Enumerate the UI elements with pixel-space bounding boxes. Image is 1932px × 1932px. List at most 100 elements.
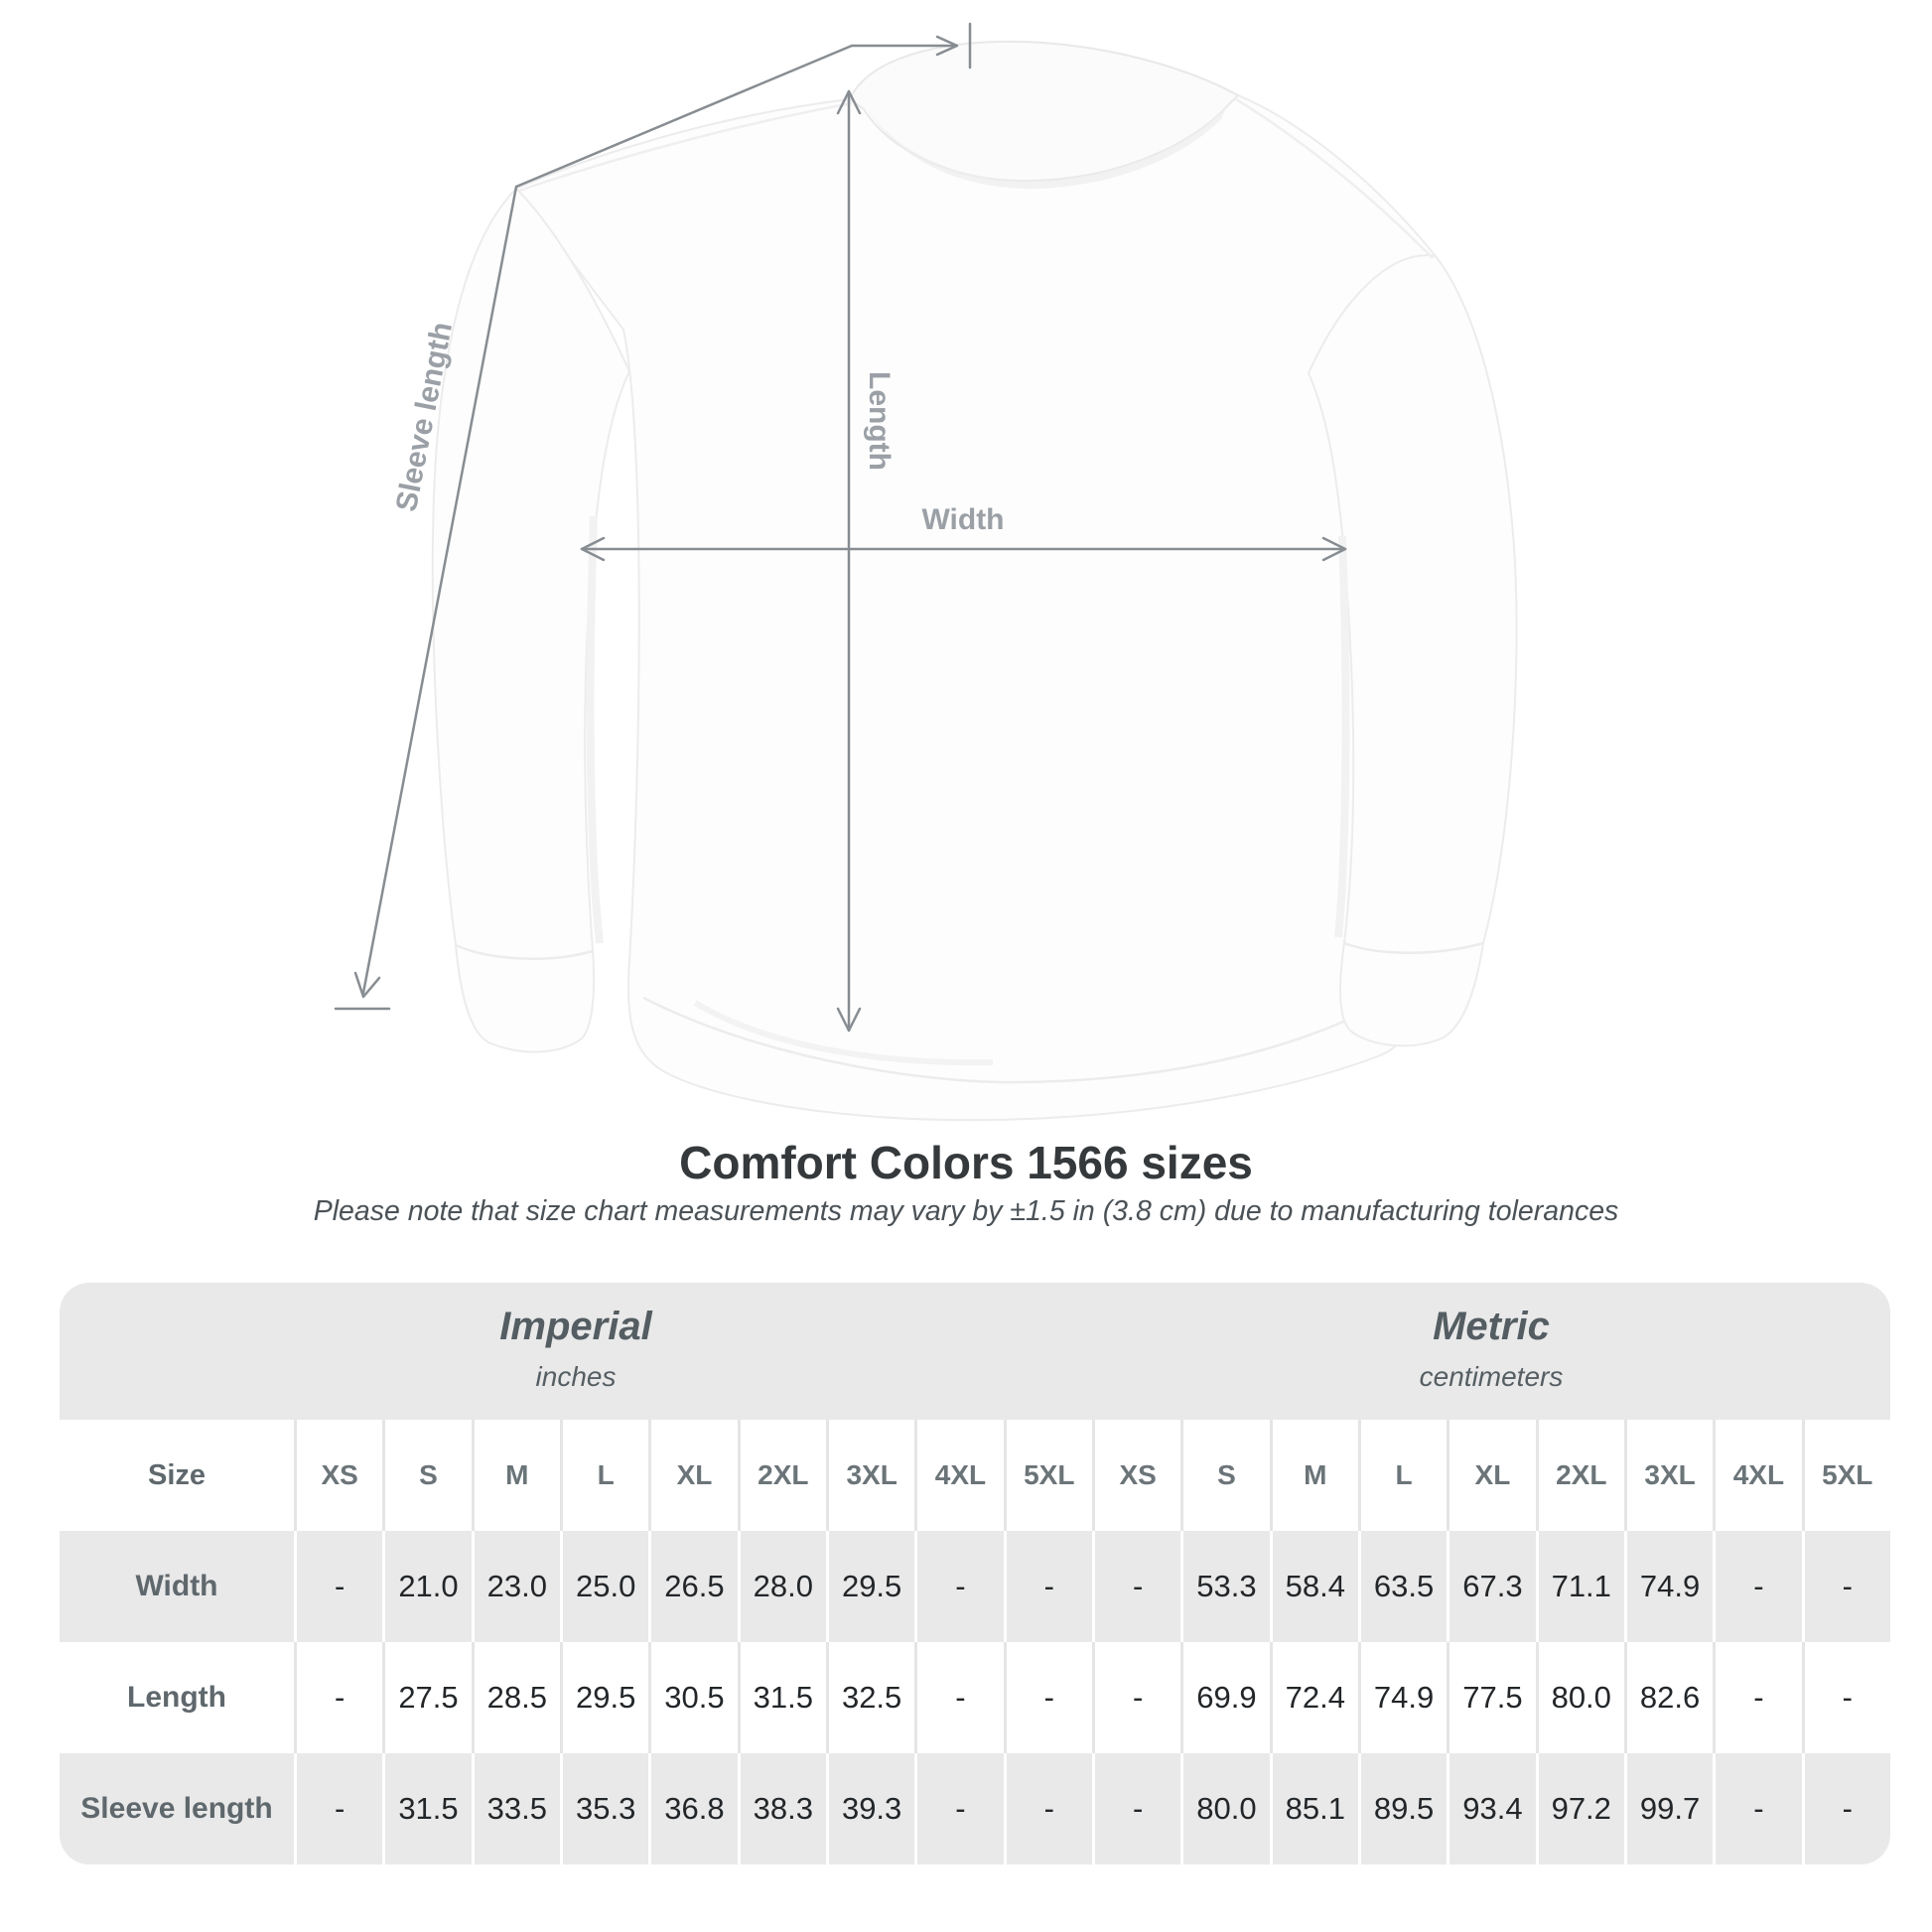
measurement-value: 99.7 — [1623, 1753, 1713, 1864]
imperial-label: Imperial — [499, 1305, 652, 1348]
size-col-header: L — [559, 1420, 648, 1531]
unit-header-band: Imperial inches Metric centimeters — [60, 1283, 1890, 1420]
measurement-value: - — [294, 1642, 382, 1753]
measurement-value: 80.0 — [1535, 1642, 1624, 1753]
size-col-header: 3XL — [825, 1420, 914, 1531]
size-col-header: XL — [1447, 1420, 1535, 1531]
metric-header: Metric centimeters — [1092, 1283, 1890, 1420]
measurement-value: - — [1091, 1642, 1180, 1753]
measurement-value: 67.3 — [1447, 1531, 1535, 1642]
measurement-value: - — [294, 1753, 382, 1864]
measurement-value: 89.5 — [1357, 1753, 1447, 1864]
size-col-header: S — [1180, 1420, 1269, 1531]
measurement-value: 32.5 — [825, 1642, 914, 1753]
left-sleeve — [431, 187, 631, 1053]
measurement-value: - — [1801, 1753, 1890, 1864]
measurement-value: 63.5 — [1357, 1531, 1447, 1642]
row-label: Length — [127, 1681, 226, 1714]
size-col-header: M — [471, 1420, 560, 1531]
measurement-value: - — [1003, 1753, 1092, 1864]
right-cuff-seam — [1343, 941, 1484, 954]
measurement-value: 35.3 — [559, 1753, 648, 1864]
measurement-value: 77.5 — [1447, 1642, 1535, 1753]
measurement-value: - — [914, 1531, 1003, 1642]
measurement-value: 28.0 — [737, 1531, 826, 1642]
size-col-header: 5XL — [1801, 1420, 1890, 1531]
measurement-value: 31.5 — [737, 1642, 826, 1753]
measurement-value: 27.5 — [382, 1642, 471, 1753]
hem-fold-shading — [693, 1000, 994, 1066]
measurement-value: - — [1091, 1753, 1180, 1864]
measurement-value: 23.0 — [471, 1531, 560, 1642]
measurement-value: 71.1 — [1535, 1531, 1624, 1642]
measurement-value: 74.9 — [1357, 1642, 1447, 1753]
measurement-value: 82.6 — [1623, 1642, 1713, 1753]
measurement-value: 25.0 — [559, 1531, 648, 1642]
row-label: Sleeve length — [80, 1792, 273, 1825]
imperial-header: Imperial inches — [60, 1283, 1092, 1420]
measurement-value: 36.8 — [648, 1753, 737, 1864]
sweatshirt-illustration — [334, 22, 1518, 1122]
metric-label: Metric — [1433, 1305, 1550, 1348]
page-title: Comfort Colors 1566 sizes — [679, 1137, 1253, 1188]
size-col-header: XL — [648, 1420, 737, 1531]
sleeve-length-arrow — [334, 22, 972, 1011]
measurement-value: 30.5 — [648, 1642, 737, 1753]
sweatshirt-body — [514, 40, 1438, 1122]
size-col-header: 4XL — [1713, 1420, 1801, 1531]
measurement-value: 29.5 — [559, 1642, 648, 1753]
measurement-value: - — [1003, 1531, 1092, 1642]
measurement-value: 72.4 — [1269, 1642, 1358, 1753]
measurement-value: 80.0 — [1180, 1753, 1269, 1864]
waistband-seam — [642, 991, 1403, 1084]
size-col-header: 5XL — [1003, 1420, 1092, 1531]
collar-inner-shadow — [868, 105, 1227, 190]
measurement-value: 38.3 — [737, 1753, 826, 1864]
measurement-value: - — [1713, 1753, 1801, 1864]
right-sleeve-shading — [1334, 535, 1350, 938]
measurement-value: 69.9 — [1180, 1642, 1269, 1753]
table-header-row: Size XS S M L XL 2XL 3XL 4XL 5XL XS S M L XL 2XL 3XL 4XL 5… — [60, 1420, 1890, 1531]
imperial-sublabel: inches — [535, 1361, 617, 1392]
measurement-value: 39.3 — [825, 1753, 914, 1864]
table-row: Sleeve length -31.5 33.5 35.3 36.8 38.3 39.3- -… — [60, 1753, 1890, 1864]
measurement-value: 85.1 — [1269, 1753, 1358, 1864]
row-label: Width — [135, 1570, 218, 1602]
measurement-value: - — [1091, 1531, 1180, 1642]
size-col-header: L — [1357, 1420, 1447, 1531]
length-measure-label: Length — [863, 371, 896, 471]
measurement-value: 33.5 — [471, 1753, 560, 1864]
measurement-value: - — [914, 1642, 1003, 1753]
measurement-value: 31.5 — [382, 1753, 471, 1864]
measurement-value: - — [1801, 1642, 1890, 1753]
measurement-value: - — [1713, 1531, 1801, 1642]
measurement-value: 28.5 — [471, 1642, 560, 1753]
measurement-value: 74.9 — [1623, 1531, 1713, 1642]
tolerance-note: Please note that size chart measurements… — [313, 1195, 1619, 1227]
left-shoulder-seam — [518, 101, 853, 193]
measurement-value: - — [914, 1753, 1003, 1864]
length-arrow — [836, 89, 862, 1033]
right-shoulder-seam — [1235, 97, 1434, 259]
size-col-header: 2XL — [737, 1420, 826, 1531]
right-sleeve — [1307, 254, 1518, 1047]
size-col-header: 4XL — [914, 1420, 1003, 1531]
measurement-value: 26.5 — [648, 1531, 737, 1642]
measurement-value: 21.0 — [382, 1531, 471, 1642]
size-table-rows: Size XS S M L XL 2XL 3XL 4XL 5XL XS S M L XL 2XL 3XL 4XL 5… — [60, 1420, 1890, 1864]
size-col-header: XS — [1091, 1420, 1180, 1531]
size-table: Imperial inches Metric centimeters Size X… — [60, 1283, 1890, 1864]
metric-sublabel: centimeters — [1419, 1361, 1564, 1392]
measurement-value: - — [1003, 1642, 1092, 1753]
measurement-value: - — [1801, 1531, 1890, 1642]
size-col-header: 3XL — [1623, 1420, 1713, 1531]
table-row: Length -27.5 28.5 29.5 30.5 31.5 32.5- - -69.9 72… — [60, 1642, 1890, 1753]
measurement-value: - — [1713, 1642, 1801, 1753]
width-measure-label: Width — [921, 503, 1005, 536]
measurement-value: 97.2 — [1535, 1753, 1624, 1864]
left-cuff-seam — [455, 943, 594, 960]
size-col-header: XS — [294, 1420, 382, 1531]
measurement-value: - — [294, 1531, 382, 1642]
size-header-cell: Size — [147, 1458, 207, 1491]
